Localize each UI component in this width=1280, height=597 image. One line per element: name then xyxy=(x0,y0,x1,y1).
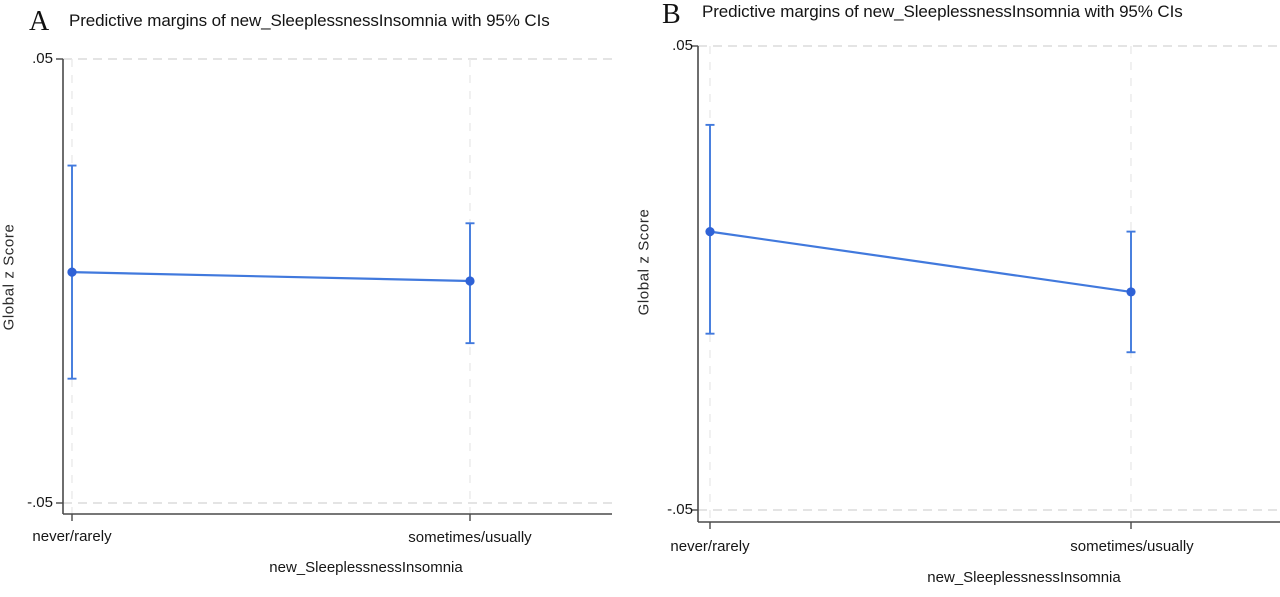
panel-b-margin-line xyxy=(709,230,1132,294)
panel-b-category-never-rarely: never/rarely xyxy=(670,538,750,555)
panel-a-category-sometimes-usually: sometimes/usually xyxy=(408,529,532,546)
panel-b-margin-point xyxy=(705,227,715,237)
panel-b-title: Predictive margins of new_SleeplessnessI… xyxy=(702,2,1183,21)
panel-a-ytick-bottom-label: -.05 xyxy=(27,494,53,511)
panel-a-margin-point xyxy=(465,276,475,286)
panel-a-margin-line xyxy=(71,271,471,283)
panel-a-category-never-rarely: never/rarely xyxy=(32,528,112,545)
panel-a-ytick-top-label: .05 xyxy=(32,50,53,67)
panel-a-title: Predictive margins of new_SleeplessnessI… xyxy=(69,11,550,30)
panel-b-ytick-top-label: .05 xyxy=(672,37,693,54)
panel-b-x-axis-label: new_SleeplessnessInsomnia xyxy=(927,569,1121,586)
panel-b-margin-point xyxy=(1126,287,1136,297)
panel-b-ytick-bottom-label: -.05 xyxy=(667,501,693,518)
panel-b-category-sometimes-usually: sometimes/usually xyxy=(1070,538,1194,555)
panel-b-y-axis-label: Global z Score xyxy=(635,208,653,316)
panel-b-letter: B xyxy=(662,0,681,30)
panel-a-letter: A xyxy=(29,6,50,37)
panel-a-y-axis-label: Global z Score xyxy=(0,223,18,331)
panel-a-margin-point xyxy=(67,267,77,277)
panel-a-x-axis-label: new_SleeplessnessInsomnia xyxy=(269,559,463,576)
